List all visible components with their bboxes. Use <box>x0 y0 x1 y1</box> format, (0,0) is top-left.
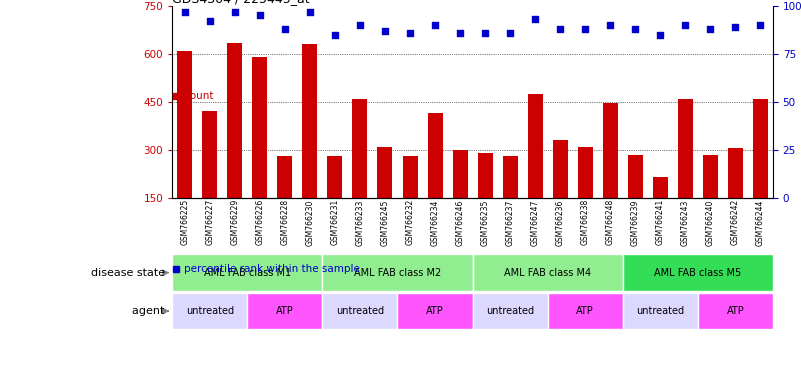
Point <box>579 26 592 32</box>
Bar <box>322 254 473 291</box>
Point <box>654 31 666 38</box>
Bar <box>548 293 623 329</box>
Text: untreated: untreated <box>186 306 234 316</box>
Bar <box>578 147 593 246</box>
Text: AML FAB class M4: AML FAB class M4 <box>504 268 591 278</box>
Text: untreated: untreated <box>636 306 684 316</box>
Text: ATP: ATP <box>577 306 594 316</box>
Bar <box>277 156 292 246</box>
Bar <box>728 148 743 246</box>
Text: ATP: ATP <box>727 306 744 316</box>
Bar <box>528 94 542 246</box>
Point <box>729 24 742 30</box>
Bar <box>477 153 493 246</box>
Point <box>529 16 541 22</box>
Point <box>328 31 341 38</box>
Point <box>179 8 191 15</box>
Point <box>604 22 617 28</box>
Bar <box>397 293 473 329</box>
Text: disease state: disease state <box>91 268 168 278</box>
Bar <box>453 150 468 246</box>
Bar <box>698 293 773 329</box>
Text: agent: agent <box>132 306 168 316</box>
Point <box>353 22 366 28</box>
Bar <box>653 177 668 246</box>
Bar <box>503 156 517 246</box>
Bar <box>328 156 343 246</box>
Bar <box>177 51 192 246</box>
Bar <box>172 254 322 291</box>
Text: AML FAB class M2: AML FAB class M2 <box>354 268 441 278</box>
Point <box>404 30 417 36</box>
Bar <box>602 103 618 246</box>
Text: untreated: untreated <box>486 306 534 316</box>
Bar <box>252 57 268 246</box>
Bar <box>628 155 642 246</box>
Bar <box>172 293 248 329</box>
Text: untreated: untreated <box>336 306 384 316</box>
Bar <box>403 156 417 246</box>
Bar <box>227 43 242 246</box>
Point <box>754 22 767 28</box>
Bar <box>377 147 392 246</box>
Text: GDS4304 / 225445_at: GDS4304 / 225445_at <box>172 0 310 5</box>
Point <box>429 22 441 28</box>
Bar <box>678 99 693 246</box>
Point <box>504 30 517 36</box>
Text: ATP: ATP <box>426 306 444 316</box>
Bar <box>352 99 368 246</box>
Bar <box>473 254 623 291</box>
Point <box>553 26 566 32</box>
Text: AML FAB class M1: AML FAB class M1 <box>203 268 291 278</box>
Text: AML FAB class M5: AML FAB class M5 <box>654 268 742 278</box>
Bar <box>428 113 442 246</box>
Text: count: count <box>184 91 214 101</box>
Bar <box>248 293 322 329</box>
Bar <box>303 44 317 246</box>
Point <box>253 12 266 18</box>
Bar <box>623 293 698 329</box>
Bar <box>703 155 718 246</box>
Point <box>379 28 392 34</box>
Point <box>479 30 492 36</box>
Text: ATP: ATP <box>276 306 294 316</box>
Bar <box>753 99 768 246</box>
Bar <box>553 140 568 246</box>
Bar <box>623 254 773 291</box>
Point <box>453 30 466 36</box>
Point <box>279 26 292 32</box>
Point <box>203 18 216 24</box>
Point <box>228 8 241 15</box>
Text: percentile rank within the sample: percentile rank within the sample <box>184 264 360 274</box>
Bar <box>322 293 397 329</box>
Bar <box>202 111 217 246</box>
Point <box>704 26 717 32</box>
Bar <box>473 293 548 329</box>
Point <box>304 8 316 15</box>
Point <box>679 22 692 28</box>
Point <box>629 26 642 32</box>
